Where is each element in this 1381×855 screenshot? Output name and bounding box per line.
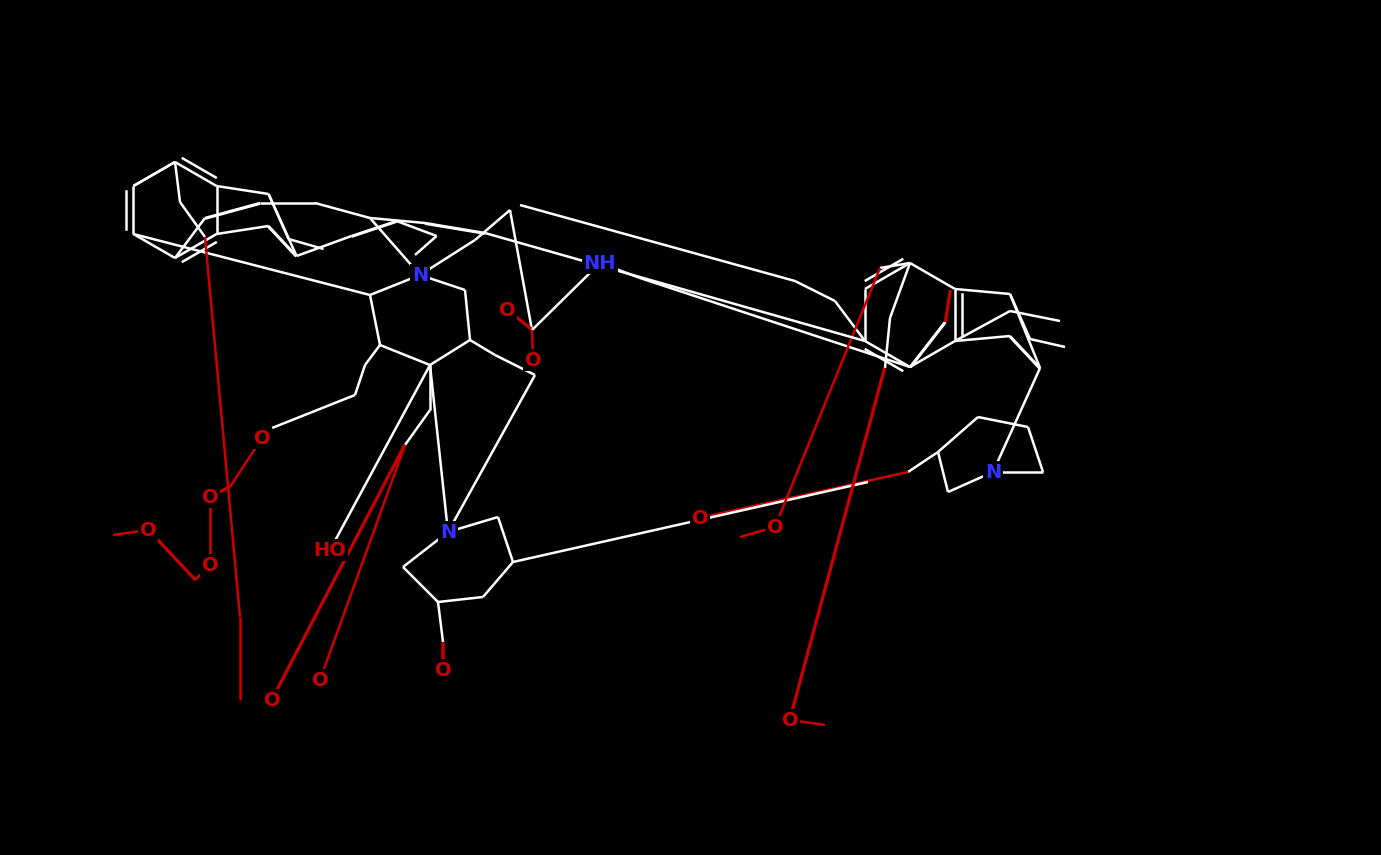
Text: O: O bbox=[254, 428, 271, 447]
Text: N: N bbox=[412, 266, 428, 285]
Text: HO: HO bbox=[313, 540, 347, 559]
Text: O: O bbox=[692, 509, 708, 528]
Text: O: O bbox=[312, 670, 329, 689]
Text: NH: NH bbox=[584, 253, 616, 273]
Text: O: O bbox=[766, 517, 783, 536]
Text: O: O bbox=[782, 711, 798, 729]
Text: N: N bbox=[441, 522, 456, 541]
Text: O: O bbox=[139, 521, 156, 540]
Text: O: O bbox=[499, 300, 515, 320]
Text: O: O bbox=[202, 487, 218, 506]
Text: O: O bbox=[525, 351, 541, 369]
Text: O: O bbox=[264, 691, 280, 710]
Text: O: O bbox=[435, 661, 452, 680]
Text: N: N bbox=[985, 463, 1001, 481]
Text: O: O bbox=[202, 556, 218, 575]
